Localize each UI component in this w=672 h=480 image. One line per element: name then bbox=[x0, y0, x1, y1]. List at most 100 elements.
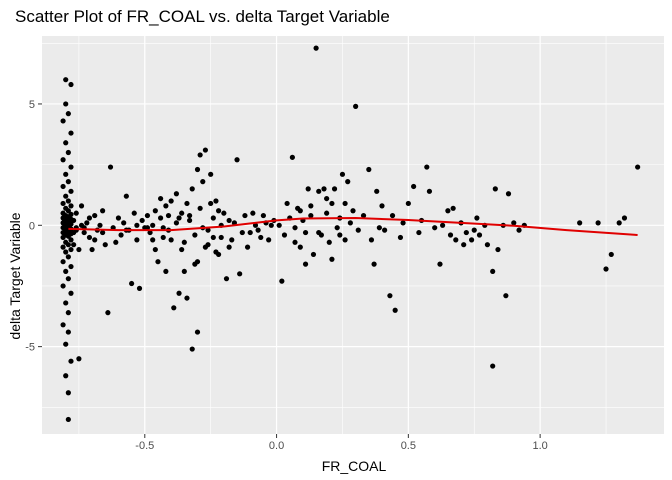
data-point bbox=[379, 203, 385, 209]
data-point bbox=[603, 266, 609, 272]
data-point bbox=[168, 198, 174, 204]
data-point bbox=[432, 225, 438, 231]
data-point bbox=[65, 149, 71, 156]
data-point bbox=[63, 140, 69, 146]
data-point bbox=[342, 237, 348, 243]
data-point bbox=[186, 217, 193, 224]
data-point bbox=[476, 232, 483, 238]
data-point bbox=[71, 242, 77, 248]
data-point bbox=[68, 358, 74, 364]
data-point bbox=[279, 278, 285, 284]
data-point bbox=[366, 166, 372, 173]
data-point bbox=[389, 212, 396, 219]
data-point bbox=[347, 220, 353, 226]
data-point bbox=[192, 261, 198, 267]
data-point bbox=[152, 246, 158, 253]
data-point bbox=[60, 210, 66, 216]
data-point bbox=[331, 186, 338, 192]
data-point bbox=[76, 356, 82, 362]
data-point bbox=[440, 222, 446, 228]
data-point bbox=[255, 227, 261, 233]
data-point bbox=[139, 217, 145, 224]
data-point bbox=[118, 232, 124, 238]
data-point bbox=[89, 246, 95, 253]
data-point bbox=[105, 310, 111, 316]
data-point bbox=[65, 310, 71, 316]
data-point bbox=[73, 210, 79, 216]
data-point bbox=[205, 227, 211, 233]
data-point bbox=[192, 232, 198, 238]
data-point bbox=[208, 200, 214, 207]
data-point bbox=[474, 215, 480, 221]
data-point bbox=[360, 212, 367, 219]
data-point bbox=[107, 164, 114, 170]
data-point bbox=[63, 300, 69, 306]
data-point bbox=[237, 271, 243, 277]
data-point bbox=[100, 208, 106, 214]
data-point bbox=[134, 222, 140, 228]
data-point bbox=[176, 290, 182, 296]
data-point bbox=[165, 212, 172, 219]
data-points bbox=[60, 45, 641, 423]
data-point bbox=[155, 259, 161, 265]
x-axis-ticks: -0.5 0.0 0.5 1.0 bbox=[135, 434, 548, 452]
data-point bbox=[63, 249, 69, 255]
data-point bbox=[424, 164, 430, 170]
data-point bbox=[113, 239, 119, 245]
data-point bbox=[226, 244, 232, 250]
data-point bbox=[176, 215, 182, 221]
data-point bbox=[426, 188, 433, 194]
data-point bbox=[324, 210, 330, 216]
data-point bbox=[490, 268, 496, 275]
data-point bbox=[268, 222, 274, 228]
data-point bbox=[226, 217, 232, 224]
data-point bbox=[302, 229, 309, 236]
data-point bbox=[84, 220, 90, 226]
data-point bbox=[63, 239, 69, 245]
data-point bbox=[68, 164, 74, 170]
data-point bbox=[131, 210, 137, 216]
data-point bbox=[221, 210, 227, 216]
data-point bbox=[208, 171, 214, 177]
data-point bbox=[239, 229, 245, 236]
data-point bbox=[334, 225, 340, 231]
data-point bbox=[63, 101, 69, 107]
data-point bbox=[63, 373, 69, 379]
data-point bbox=[65, 329, 71, 335]
data-point bbox=[129, 280, 135, 287]
data-point bbox=[160, 234, 166, 241]
data-point bbox=[68, 81, 74, 88]
data-point bbox=[179, 210, 185, 216]
data-point bbox=[102, 242, 108, 248]
data-point bbox=[163, 203, 169, 209]
data-point bbox=[411, 183, 417, 190]
data-point bbox=[505, 191, 512, 197]
data-point bbox=[223, 276, 230, 282]
data-point bbox=[461, 242, 467, 248]
data-point bbox=[382, 227, 388, 233]
data-point bbox=[68, 211, 74, 217]
data-point bbox=[86, 234, 93, 241]
data-point bbox=[316, 229, 322, 236]
data-point bbox=[595, 220, 601, 226]
data-point bbox=[392, 307, 398, 313]
data-point bbox=[60, 322, 66, 328]
data-point bbox=[503, 293, 509, 299]
data-point bbox=[68, 263, 74, 270]
data-point bbox=[184, 295, 190, 301]
data-point bbox=[197, 152, 203, 158]
smooth-trend-line bbox=[68, 216, 638, 236]
x-axis-title: FR_COAL bbox=[322, 458, 387, 474]
data-point bbox=[65, 179, 71, 185]
data-point bbox=[308, 212, 314, 219]
data-point bbox=[134, 237, 140, 243]
data-point bbox=[202, 147, 209, 153]
data-point bbox=[635, 164, 641, 170]
data-point bbox=[266, 237, 272, 243]
data-point bbox=[490, 363, 496, 369]
y-tick-label: 0 bbox=[29, 220, 35, 232]
data-point bbox=[463, 229, 469, 236]
data-point bbox=[86, 215, 93, 221]
data-point bbox=[469, 237, 475, 243]
data-point bbox=[215, 208, 222, 214]
